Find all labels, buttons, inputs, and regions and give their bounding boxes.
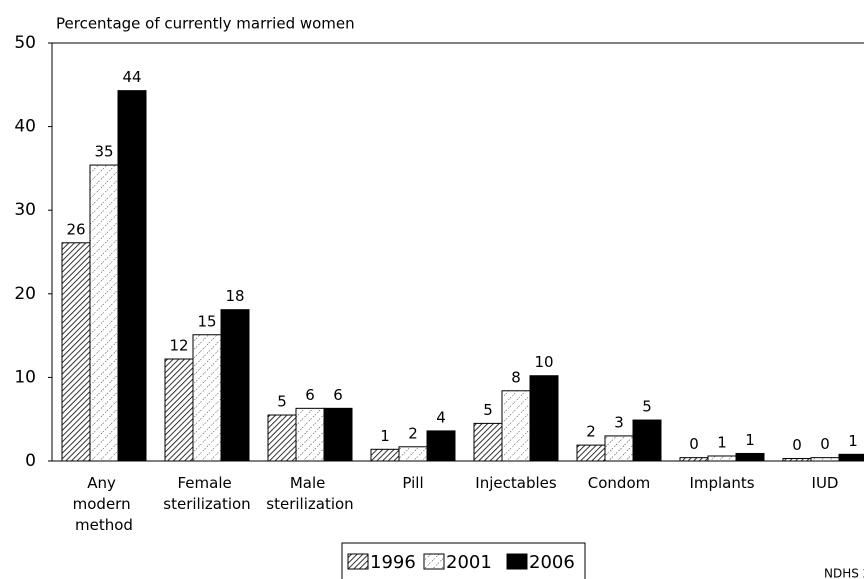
y-tick-label: 30 xyxy=(14,200,36,220)
x-tick-label-line: Pill xyxy=(402,474,423,492)
legend-label: 2006 xyxy=(529,552,575,573)
legend-label: 1996 xyxy=(370,552,416,573)
legend xyxy=(341,542,586,579)
bar xyxy=(426,430,456,462)
x-tick-label: Male sterilization xyxy=(266,474,353,513)
y-tick-label: 50 xyxy=(14,33,36,53)
x-tick-label-line: method xyxy=(75,516,133,534)
value-label: 35 xyxy=(94,143,113,161)
bar xyxy=(782,457,812,462)
value-label: 5 xyxy=(483,401,493,419)
value-label: 1 xyxy=(848,432,858,450)
value-label: 6 xyxy=(305,386,315,404)
x-tick-label-line: Implants xyxy=(689,474,754,492)
x-tick-label-line: IUD xyxy=(812,474,839,492)
value-label: 44 xyxy=(122,68,141,86)
value-label: 1 xyxy=(717,433,727,451)
y-tick-label: 20 xyxy=(14,284,36,304)
x-tick-label: Implants xyxy=(689,474,754,492)
bar xyxy=(295,407,325,462)
bar xyxy=(473,422,503,462)
value-label: 18 xyxy=(225,287,244,305)
bar xyxy=(810,457,840,462)
bar xyxy=(370,448,400,462)
bar xyxy=(501,390,531,462)
value-label: 26 xyxy=(66,220,85,238)
value-label: 4 xyxy=(436,408,446,426)
legend-swatch xyxy=(506,553,528,570)
x-tick-label: Injectables xyxy=(475,474,557,492)
value-label: 5 xyxy=(642,398,652,416)
bar xyxy=(707,455,737,462)
x-tick-label: Condom xyxy=(588,474,650,492)
bar xyxy=(735,452,765,462)
x-tick-label: Pill xyxy=(402,474,423,492)
value-label: 0 xyxy=(689,435,699,453)
x-tick-label: Any modern method xyxy=(73,474,136,534)
x-tick-label-line: Condom xyxy=(588,474,650,492)
x-tick-label: Female sterilization xyxy=(163,474,250,513)
bar xyxy=(529,375,559,462)
x-tick-label-line: sterilization xyxy=(163,495,250,513)
y-tick-label: 40 xyxy=(14,117,36,137)
bar xyxy=(576,444,606,462)
bar xyxy=(164,358,194,462)
bar xyxy=(267,414,297,462)
value-label: 1 xyxy=(380,427,390,445)
value-label: 0 xyxy=(792,436,802,454)
bar xyxy=(61,242,91,462)
value-label: 2 xyxy=(408,424,418,442)
y-tick-label: 0 xyxy=(25,451,36,471)
value-label: 12 xyxy=(169,337,188,355)
x-tick-label-line: Male xyxy=(290,474,330,492)
x-tick-label: IUD xyxy=(812,474,839,492)
x-tick-label-line: Female xyxy=(177,474,236,492)
value-label: 5 xyxy=(277,393,287,411)
value-label: 15 xyxy=(197,312,216,330)
x-tick-label-line: modern xyxy=(73,495,136,513)
y-tick-label: 10 xyxy=(14,367,36,387)
bar xyxy=(838,453,864,462)
value-label: 6 xyxy=(333,386,343,404)
source-note: NDHS 2006 xyxy=(824,567,864,579)
bar xyxy=(89,164,119,462)
bar xyxy=(192,334,222,462)
value-label: 0 xyxy=(820,435,830,453)
value-label: 3 xyxy=(614,413,624,431)
legend-swatch xyxy=(423,553,445,570)
bar xyxy=(220,309,250,462)
bar xyxy=(117,90,147,462)
x-tick-label-line: Any xyxy=(87,474,120,492)
legend-swatch xyxy=(347,553,369,570)
legend-label: 2001 xyxy=(446,552,492,573)
x-tick-label-line: Injectables xyxy=(475,474,557,492)
bar xyxy=(323,407,353,462)
value-label: 10 xyxy=(534,353,553,371)
bar xyxy=(398,446,428,462)
bar xyxy=(604,435,634,462)
y-axis-label: Percentage of currently married women xyxy=(56,15,355,33)
value-label: 1 xyxy=(745,431,755,449)
value-label: 8 xyxy=(511,368,521,386)
bar xyxy=(679,457,709,462)
x-tick-label-line: sterilization xyxy=(266,495,353,513)
bar xyxy=(632,419,662,462)
value-label: 2 xyxy=(586,423,596,441)
